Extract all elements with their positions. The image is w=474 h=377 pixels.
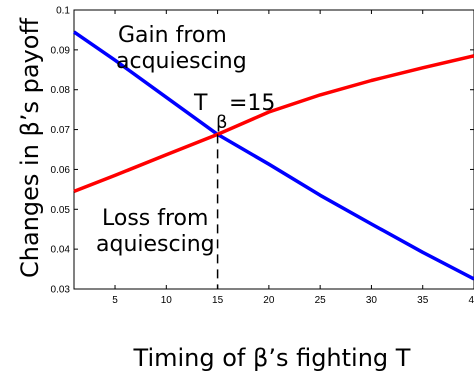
- gain-label-line1: Gain from: [118, 23, 227, 48]
- t-beta-annotation: T β =15: [193, 91, 275, 133]
- x-axis-label: Timing of β’s fighting T: [133, 344, 411, 372]
- t-beta-value: =15: [229, 91, 275, 116]
- gain-series-line: [73, 30, 474, 281]
- y-tick-label: 0.08: [51, 85, 71, 96]
- y-tick-label: 0.07: [51, 125, 71, 136]
- x-tick-label: 10: [161, 295, 173, 306]
- y-tick-label: 0.04: [51, 245, 71, 256]
- t-beta-symbol: T: [193, 91, 208, 116]
- x-tick-label: 40: [468, 295, 474, 306]
- x-tick-label: 15: [212, 295, 224, 306]
- y-tick-label: 0.05: [51, 205, 71, 216]
- x-tick-label: 5: [112, 295, 118, 306]
- gain-label-line2: acquiescing: [116, 49, 247, 74]
- x-tick-label: 25: [315, 295, 327, 306]
- y-axis-label: Changes in β’s payoff: [16, 18, 44, 278]
- x-tick-label: 30: [366, 295, 378, 306]
- x-ticks: 5 10 15 20 25 30 35 40: [112, 10, 474, 306]
- x-tick-label: 35: [417, 295, 429, 306]
- y-ticks: 0.03 0.04 0.05 0.06 0.07 0.08 0.09 0.1: [51, 6, 474, 296]
- y-tick-label: 0.1: [56, 6, 70, 17]
- y-tick-label: 0.09: [51, 45, 71, 56]
- axes: [73, 9, 474, 290]
- x-tick-label: 20: [263, 295, 275, 306]
- series: [73, 30, 474, 281]
- loss-label-line1: Loss from: [102, 206, 208, 231]
- loss-label-line2: aquiescing: [96, 232, 215, 257]
- t-beta-subscript: β: [216, 112, 228, 133]
- plot-frame: [73, 9, 474, 290]
- loss-series-line: [73, 54, 474, 194]
- y-tick-label: 0.03: [51, 285, 71, 296]
- y-tick-label: 0.06: [51, 165, 71, 176]
